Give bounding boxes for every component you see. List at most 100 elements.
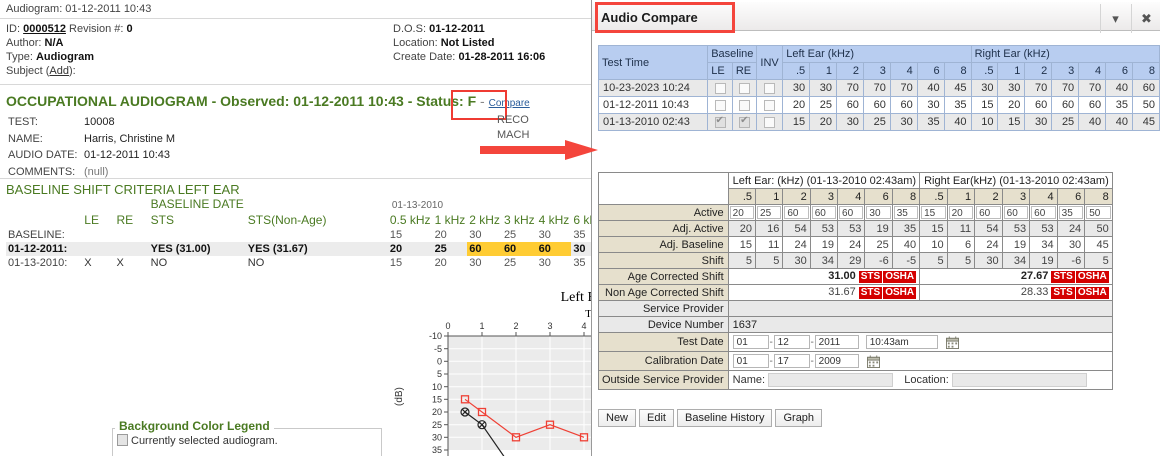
col-l-freq[interactable]: 4 bbox=[889, 62, 918, 80]
col-r-freq[interactable]: 3 bbox=[1051, 62, 1080, 80]
test-date-day-input[interactable]: 12 bbox=[773, 335, 810, 349]
checkbox-inv[interactable] bbox=[764, 116, 776, 128]
checkbox-inv[interactable] bbox=[764, 99, 776, 111]
cell-active-input[interactable]: 60 bbox=[837, 204, 866, 221]
col-r-freq[interactable]: 2 bbox=[1024, 62, 1053, 80]
audiogram-chart: Left E Te (dB) bbox=[392, 288, 600, 456]
input-value[interactable]: 20 bbox=[729, 206, 755, 219]
new-button[interactable]: New bbox=[598, 409, 637, 427]
cal-date-day-input[interactable]: 17 bbox=[773, 354, 810, 368]
close-icon[interactable]: ✖ bbox=[1131, 4, 1160, 33]
col-inv[interactable]: INV bbox=[756, 45, 784, 80]
graph-button[interactable]: Graph bbox=[775, 409, 823, 427]
cell-test-time[interactable]: 01-12-2011 10:43 bbox=[597, 96, 709, 114]
compare-link[interactable]: Compare bbox=[488, 98, 530, 109]
cell-active-input[interactable]: 15 bbox=[919, 204, 948, 221]
cell-active-input[interactable]: 60 bbox=[782, 204, 811, 221]
input-value[interactable]: 30 bbox=[866, 206, 891, 219]
table-row[interactable]: 01-13-2010 02:43 15 20 30 25 30 35 40 10… bbox=[597, 113, 1160, 131]
test-date-year-input[interactable]: 2011 bbox=[814, 335, 859, 349]
cell-inv-checkbox[interactable] bbox=[756, 113, 784, 131]
cell-re-checkbox[interactable] bbox=[731, 79, 758, 97]
service-provider-value bbox=[727, 300, 1113, 317]
col-r-freq[interactable]: 4 bbox=[1078, 62, 1107, 80]
input-value[interactable]: 35 bbox=[1058, 206, 1084, 219]
col-r-freq[interactable]: 6 bbox=[1105, 62, 1133, 80]
outside-location-input[interactable] bbox=[951, 373, 1087, 387]
meta-id-value[interactable]: 0000512 bbox=[23, 23, 66, 35]
col-l-freq[interactable]: .5 bbox=[782, 62, 811, 80]
cell-active-input[interactable]: 60 bbox=[1001, 204, 1031, 221]
col-l-freq[interactable]: 8 bbox=[943, 62, 972, 80]
input-value[interactable]: 60 bbox=[976, 206, 1001, 219]
cell-active-input[interactable]: 35 bbox=[891, 204, 921, 221]
cell-le-checkbox[interactable] bbox=[707, 79, 733, 97]
cell-active-input[interactable]: 20 bbox=[727, 204, 757, 221]
checkbox-le[interactable] bbox=[714, 82, 726, 94]
cell-re-checkbox[interactable] bbox=[731, 96, 758, 114]
cell-active-input[interactable]: 60 bbox=[809, 204, 839, 221]
cell-sts bbox=[149, 228, 246, 242]
table-row[interactable]: 01-12-2011 10:43 20 25 60 60 60 30 35 15… bbox=[597, 96, 1160, 114]
cell-inv-checkbox[interactable] bbox=[756, 96, 784, 114]
cell-active-input[interactable]: 30 bbox=[864, 204, 893, 221]
cal-date-year-input[interactable]: 2009 bbox=[814, 354, 859, 368]
input-value[interactable]: 60 bbox=[784, 206, 809, 219]
col-r-freq[interactable]: .5 bbox=[970, 62, 999, 80]
input-value[interactable]: 20 bbox=[948, 206, 974, 219]
cell-active-input[interactable]: 60 bbox=[1029, 204, 1058, 221]
calendar-icon[interactable] bbox=[866, 354, 880, 368]
checkbox-le[interactable] bbox=[714, 99, 726, 111]
cell-active-input[interactable]: 50 bbox=[1084, 204, 1113, 221]
chart-svg: 0 1 2 3 4 -10 -5 0 bbox=[429, 321, 600, 456]
input-value[interactable]: 50 bbox=[1086, 206, 1111, 219]
col-l-freq[interactable]: 6 bbox=[916, 62, 945, 80]
outside-name-input[interactable] bbox=[768, 373, 894, 387]
checkbox-inv[interactable] bbox=[764, 82, 776, 94]
meta-subject-add-link[interactable]: Add bbox=[49, 65, 69, 77]
test-time-input[interactable]: 10:43am bbox=[865, 335, 938, 349]
chevron-down-icon[interactable]: ▾ bbox=[1100, 4, 1130, 33]
cell-active-input[interactable]: 35 bbox=[1056, 204, 1086, 221]
cell-active-input[interactable]: 25 bbox=[755, 204, 784, 221]
background-color-legend: Background Color Legend Currently select… bbox=[112, 419, 382, 456]
checkbox-re[interactable] bbox=[739, 82, 751, 94]
col-left-ear[interactable]: Left Ear (kHz) bbox=[782, 45, 972, 63]
baseline-history-button[interactable]: Baseline History bbox=[676, 409, 773, 427]
col-le[interactable]: LE bbox=[707, 62, 733, 80]
input-value[interactable]: 15 bbox=[921, 206, 946, 219]
checkbox-le-checked[interactable] bbox=[714, 115, 726, 128]
input-value[interactable]: 25 bbox=[757, 206, 782, 219]
cell-active-input[interactable]: 20 bbox=[946, 204, 976, 221]
col-test-time[interactable]: Test Time bbox=[597, 45, 709, 80]
col-l-freq[interactable]: 3 bbox=[862, 62, 891, 80]
col-baseline[interactable]: Baseline bbox=[707, 45, 758, 63]
col-l-freq[interactable]: 1 bbox=[809, 62, 838, 80]
cell-le-checkbox[interactable] bbox=[707, 113, 733, 131]
col-r-freq[interactable]: 1 bbox=[997, 62, 1026, 80]
cal-date-month-input[interactable]: 01 bbox=[732, 354, 769, 368]
cell-test-time[interactable]: 10-23-2023 10:24 bbox=[597, 79, 709, 97]
table-row[interactable]: 10-23-2023 10:24 30 30 70 70 70 40 45 30… bbox=[597, 79, 1160, 97]
calendar-icon[interactable] bbox=[945, 335, 959, 349]
status-badge-osha: OSHA bbox=[883, 287, 917, 299]
row-label-outside-provider: Outside Service Provider bbox=[598, 370, 729, 390]
checkbox-re[interactable] bbox=[739, 99, 751, 111]
input-value[interactable]: 60 bbox=[811, 206, 837, 219]
cell-re-checkbox[interactable] bbox=[731, 113, 758, 131]
input-value[interactable]: 35 bbox=[893, 206, 919, 219]
cell-test-time[interactable]: 01-13-2010 02:43 bbox=[597, 113, 709, 131]
input-value[interactable]: 60 bbox=[839, 206, 864, 219]
checkbox-re-checked[interactable] bbox=[739, 115, 751, 128]
input-value[interactable]: 60 bbox=[1003, 206, 1029, 219]
col-re[interactable]: RE bbox=[731, 62, 758, 80]
col-r-freq[interactable]: 8 bbox=[1132, 62, 1160, 80]
cell-le-checkbox[interactable] bbox=[707, 96, 733, 114]
cell-inv-checkbox[interactable] bbox=[756, 79, 784, 97]
edit-button[interactable]: Edit bbox=[639, 409, 674, 427]
cell-active-input[interactable]: 60 bbox=[974, 204, 1003, 221]
test-date-month-input[interactable]: 01 bbox=[732, 335, 769, 349]
col-right-ear[interactable]: Right Ear (kHz) bbox=[970, 45, 1160, 63]
input-value[interactable]: 60 bbox=[1031, 206, 1056, 219]
col-l-freq[interactable]: 2 bbox=[836, 62, 864, 80]
